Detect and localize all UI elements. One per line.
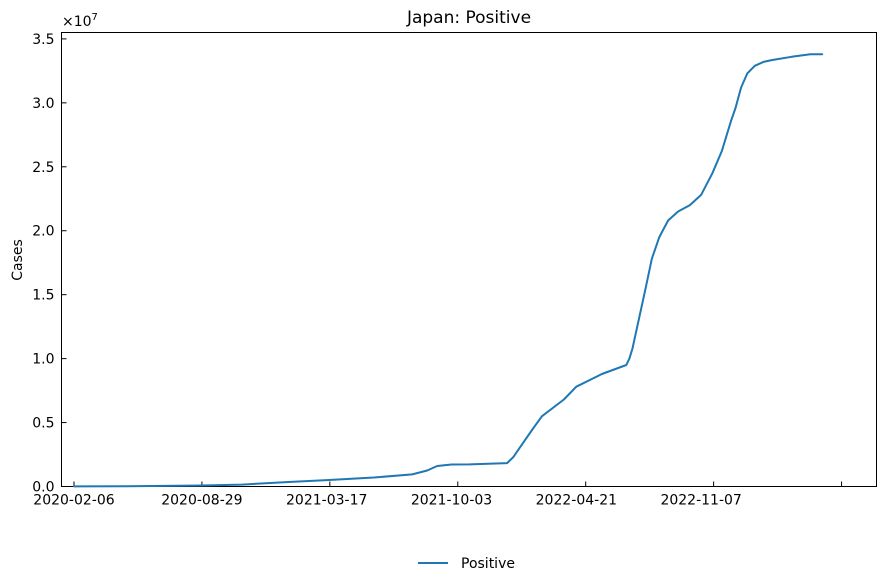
y-axis-label: Cases — [10, 239, 26, 281]
x-tick-label: 2022-04-21 — [536, 493, 617, 509]
y-tick-label: 1.0 — [32, 352, 54, 368]
y-tick-label: 0.0 — [32, 480, 54, 496]
y-tick-label: 2.5 — [32, 160, 54, 176]
y-tick-label: 3.0 — [32, 96, 54, 112]
y-tick-label: 2.0 — [32, 224, 54, 240]
plot-frame — [61, 32, 877, 487]
y-axis-offset: ×107 — [62, 12, 98, 30]
x-tick-label: 2022-11-07 — [660, 493, 741, 509]
x-tick-label: 2021-10-03 — [411, 493, 492, 509]
y-axis-offset-exponent: 7 — [92, 12, 98, 23]
y-axis-offset-base: ×10 — [62, 14, 92, 30]
y-tick-label: 1.5 — [32, 288, 54, 304]
chart-title: Japan: Positive — [406, 8, 531, 28]
x-tick-label: 2021-03-17 — [286, 493, 367, 509]
x-tick-label: 2020-08-29 — [161, 493, 242, 509]
y-axis: 0.0 0.5 1.0 1.5 2.0 2.5 3.0 3.5 — [32, 32, 67, 496]
legend-label-positive: Positive — [461, 556, 515, 572]
y-tick-label: 0.5 — [32, 416, 54, 432]
y-tick-label: 3.5 — [32, 32, 54, 48]
x-tick-label: 2020-02-06 — [33, 493, 114, 509]
series-line-positive — [73, 53, 824, 488]
legend: Positive — [418, 556, 515, 572]
x-axis: 2020-02-06 2020-08-29 2021-03-17 2021-10-03… — [33, 481, 843, 509]
